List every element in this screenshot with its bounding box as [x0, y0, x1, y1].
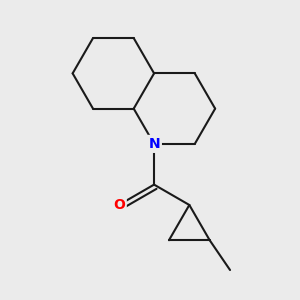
Text: N: N [148, 137, 160, 151]
Text: O: O [113, 198, 125, 212]
